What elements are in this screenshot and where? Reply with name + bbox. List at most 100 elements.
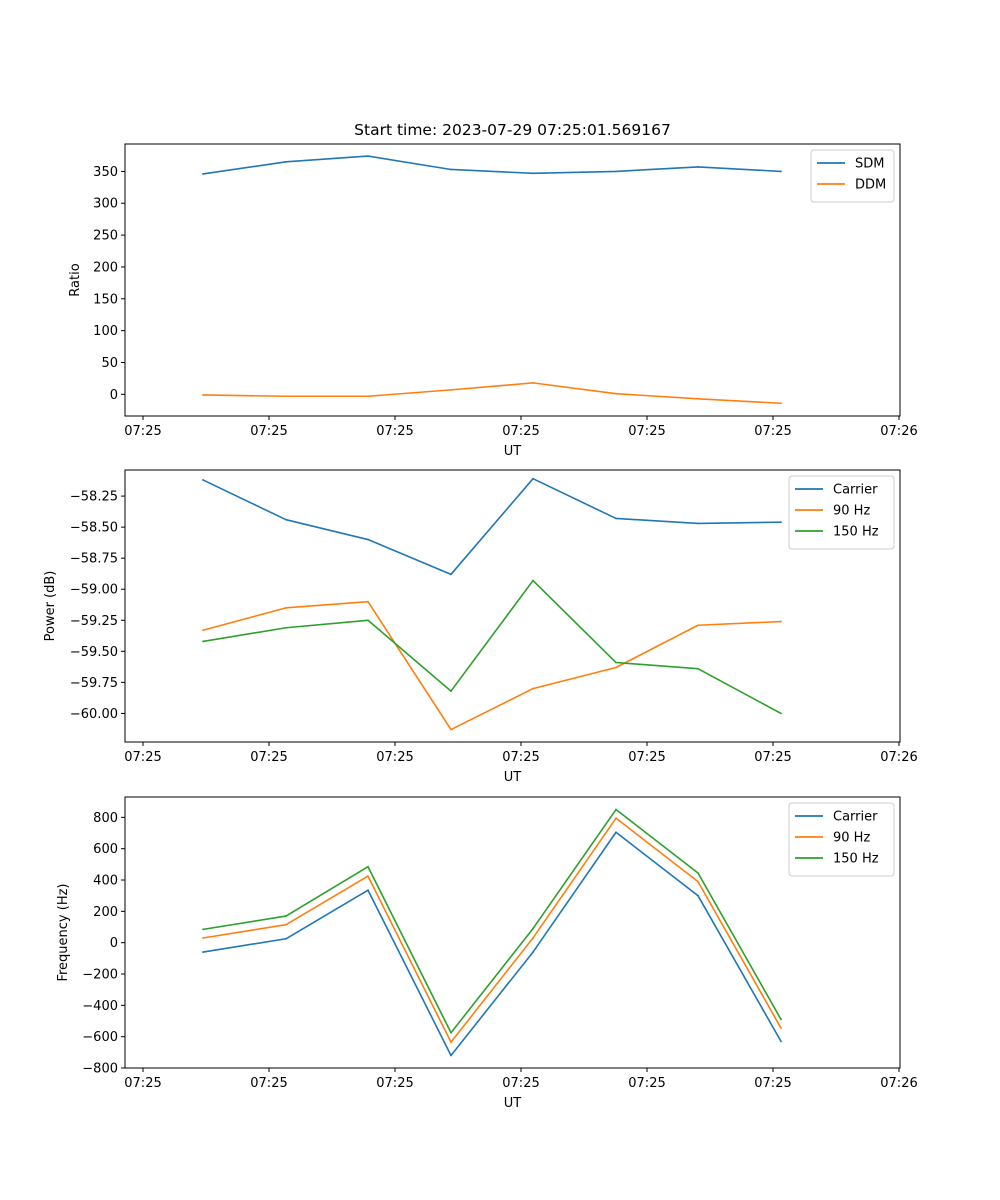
y-tick-label: −400	[82, 999, 118, 1014]
data-point	[532, 927, 534, 930]
data-point	[780, 1040, 782, 1043]
y-axis-label: Frequency (Hz)	[56, 883, 71, 981]
data-point	[697, 397, 699, 400]
plot-frame	[124, 143, 901, 417]
data-point	[780, 620, 782, 623]
data-point	[367, 619, 369, 622]
x-tick-label: 07:25	[754, 424, 791, 439]
y-tick-label: 200	[93, 260, 118, 275]
data-point	[202, 173, 204, 175]
y-axis-label: Ratio	[68, 263, 83, 296]
legend-label: SDM	[855, 157, 884, 172]
legend-label: DDM	[855, 178, 886, 193]
data-point	[285, 915, 287, 917]
legend: SDM DDM	[810, 149, 895, 203]
data-point	[615, 170, 617, 173]
y-tick-label: 600	[93, 842, 118, 857]
data-point	[615, 831, 617, 834]
x-axis-label: UT	[504, 1096, 522, 1111]
data-point	[285, 937, 287, 940]
data-point	[202, 928, 204, 931]
x-tick-label: 07:25	[376, 424, 413, 439]
series-line-carrier	[202, 831, 782, 1057]
x-tick-label: 07:25	[124, 424, 161, 439]
y-tick-label: −600	[82, 1030, 118, 1045]
y-tick-label: 400	[93, 874, 118, 889]
y-tick-label: 150	[93, 292, 118, 307]
series-line-ddm	[202, 382, 782, 405]
x-tick-label: 07:25	[628, 1076, 665, 1091]
data-point	[532, 477, 534, 480]
data-point	[532, 687, 534, 690]
data-point	[450, 168, 452, 171]
data-point	[615, 392, 617, 395]
data-point	[285, 160, 287, 163]
y-tick-label: −58.50	[70, 521, 118, 536]
x-tick-label: 07:25	[754, 750, 791, 765]
series-line-sdm	[202, 155, 782, 175]
data-point	[697, 667, 699, 670]
legend: Carrier 90 Hz 150 Hz	[788, 802, 895, 877]
data-point	[367, 600, 369, 603]
y-tick-label: 250	[93, 229, 118, 244]
y-tick-label: −60.00	[70, 707, 118, 722]
data-point	[450, 1041, 452, 1044]
y-tick-label: 300	[93, 197, 118, 212]
y-tick-label: 350	[93, 165, 118, 180]
x-tick-label: 07:26	[880, 1076, 917, 1091]
data-point	[697, 880, 699, 883]
y-tick-label: −59.00	[70, 583, 118, 598]
data-point	[615, 666, 617, 669]
y-tick-label: 100	[93, 324, 118, 339]
series-line-90-hz	[202, 817, 782, 1043]
chart-panel-2: 07:25 07:25 07:25 07:25 07:25 07:25 07:26 −58.2…	[43, 469, 918, 785]
x-tick-label: 07:25	[124, 1076, 161, 1091]
x-tick-label: 07:25	[250, 1076, 287, 1091]
y-axis-label: Power (dB)	[43, 571, 58, 642]
x-tick-label: 07:25	[502, 1076, 539, 1091]
data-point	[532, 937, 534, 939]
y-tick-label: −59.50	[70, 645, 118, 660]
x-tick-label: 07:25	[502, 424, 539, 439]
x-tick-label: 07:26	[880, 750, 917, 765]
data-point	[780, 170, 782, 173]
data-point	[367, 889, 369, 892]
chart-panel-1: 07:25 07:25 07:25 07:25 07:25 07:25 07:26 0 50 10…	[68, 121, 918, 459]
data-point	[697, 872, 699, 874]
data-point	[202, 629, 204, 632]
legend-label: 90 Hz	[833, 504, 870, 519]
data-point	[367, 395, 369, 398]
data-point	[780, 402, 782, 405]
data-point	[780, 521, 782, 524]
y-tick-label: 800	[93, 811, 118, 826]
data-point	[780, 1018, 782, 1021]
x-tick-label: 07:25	[502, 750, 539, 765]
x-tick-label: 07:25	[376, 1076, 413, 1091]
data-point	[532, 579, 534, 582]
data-point	[697, 166, 699, 168]
x-axis-label: UT	[504, 444, 522, 459]
plot-frame	[124, 796, 901, 1069]
y-tick-label: 0	[110, 936, 118, 951]
data-point	[450, 690, 452, 692]
series-line-150-hz	[202, 808, 782, 1034]
data-point	[615, 517, 617, 520]
data-point	[367, 155, 369, 158]
x-tick-label: 07:25	[376, 750, 413, 765]
data-point	[202, 951, 204, 953]
y-tick-label: −800	[82, 1062, 118, 1077]
data-point	[450, 1031, 452, 1034]
data-point	[615, 817, 617, 820]
data-point	[367, 875, 369, 878]
y-tick-label: 200	[93, 905, 118, 920]
data-point	[450, 1054, 452, 1057]
data-point	[450, 728, 452, 731]
data-point	[285, 606, 287, 609]
x-tick-label: 07:25	[250, 424, 287, 439]
data-point	[697, 624, 699, 627]
data-point	[615, 661, 617, 664]
data-point	[532, 381, 534, 384]
data-point	[285, 518, 287, 521]
data-point	[202, 394, 204, 396]
